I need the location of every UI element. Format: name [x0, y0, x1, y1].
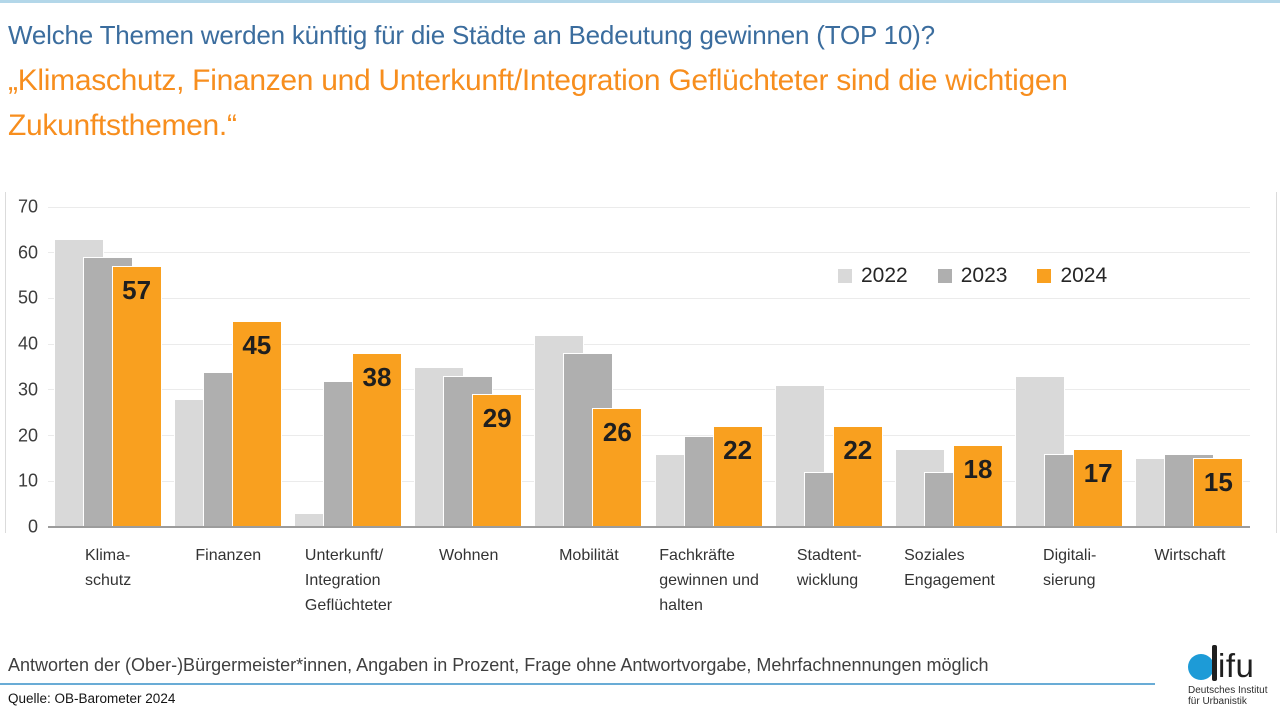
y-tick-label: 0 — [27, 516, 38, 537]
gridline — [48, 435, 1250, 437]
bar — [1073, 449, 1124, 527]
x-category-label: Digitali- sierung — [1043, 547, 1097, 589]
gridline — [48, 252, 1250, 254]
x-category-label: Soziales Engagement — [904, 547, 995, 589]
value-label: 17 — [1083, 458, 1113, 489]
y-tick-label: 50 — [17, 287, 38, 308]
difu-logo: ifu Deutsches Institut für Urbanistik — [1188, 645, 1280, 717]
x-category-label: Stadtent- wicklung — [796, 547, 862, 589]
gridline — [48, 297, 1250, 299]
page-subtitle: „Klimaschutz, Finanzen und Unterkunft/In… — [8, 64, 1068, 142]
gridline — [48, 389, 1250, 391]
y-tick-label: 60 — [17, 242, 38, 263]
difu-logo-circle-icon — [1188, 654, 1214, 680]
x-category-label: Wirtschaft — [1154, 547, 1226, 564]
legend-label: 2023 — [960, 264, 1008, 287]
legend-swatch — [1037, 269, 1052, 283]
footer-divider — [0, 683, 1155, 685]
value-label: 38 — [362, 362, 392, 393]
legend-label: 2024 — [1060, 264, 1108, 287]
difu-wordmark-tail: ifu — [1218, 647, 1255, 684]
value-label: 45 — [242, 330, 272, 361]
legend-label: 2022 — [861, 264, 908, 287]
x-category-label: Fachkräfte gewinnen und halten — [659, 547, 759, 614]
value-label: 22 — [843, 435, 873, 466]
x-axis-line — [48, 526, 1250, 528]
legend-item: 2024 — [1037, 264, 1107, 288]
gridline — [48, 480, 1250, 482]
bar — [1193, 458, 1244, 527]
legend-item: 2023 — [937, 264, 1008, 288]
top-divider — [0, 0, 1280, 3]
bar — [472, 394, 523, 527]
y-tick-label: 70 — [17, 196, 38, 217]
value-label: 57 — [122, 275, 152, 306]
value-label: 18 — [963, 453, 993, 484]
y-tick-label: 20 — [17, 425, 38, 446]
x-category-label: Mobilität — [559, 547, 619, 564]
plot-border — [5, 192, 6, 533]
y-tick-label: 40 — [17, 333, 38, 354]
gridline — [48, 206, 1250, 208]
x-category-label: Finanzen — [195, 547, 262, 564]
legend-item: 2022 — [838, 264, 908, 288]
bar — [231, 321, 282, 527]
value-label: 26 — [602, 417, 632, 448]
bar — [953, 444, 1003, 527]
plot-border — [1276, 192, 1277, 533]
chart-legend: 2022 2023 2024 — [838, 264, 1107, 288]
bar — [712, 426, 763, 527]
legend-swatch — [937, 269, 952, 283]
y-tick-label: 30 — [17, 379, 38, 400]
value-label: 15 — [1203, 467, 1233, 498]
x-category-label: Klima- schutz — [84, 547, 132, 589]
gridline — [48, 343, 1250, 345]
x-category-label: Unterkunft/ Integration Geflüchteter — [304, 547, 393, 614]
page-title: Welche Themen werden künftig für die Stä… — [8, 20, 935, 50]
bar — [352, 353, 402, 527]
footer-note: Antworten der (Ober-)Bürgermeister*innen… — [8, 655, 989, 675]
difu-logo-caption: Deutsches Institut für Urbanistik — [1188, 685, 1268, 707]
bar — [111, 266, 162, 527]
difu-logo-d-stem — [1212, 645, 1217, 681]
bar — [592, 408, 643, 527]
source-note: Quelle: OB-Barometer 2024 — [8, 691, 176, 706]
value-label: 22 — [723, 435, 753, 466]
bar — [832, 426, 883, 527]
legend-swatch — [838, 269, 852, 283]
y-tick-label: 10 — [17, 470, 38, 491]
value-label: 29 — [482, 403, 512, 434]
x-category-label: Wohnen — [439, 547, 499, 564]
